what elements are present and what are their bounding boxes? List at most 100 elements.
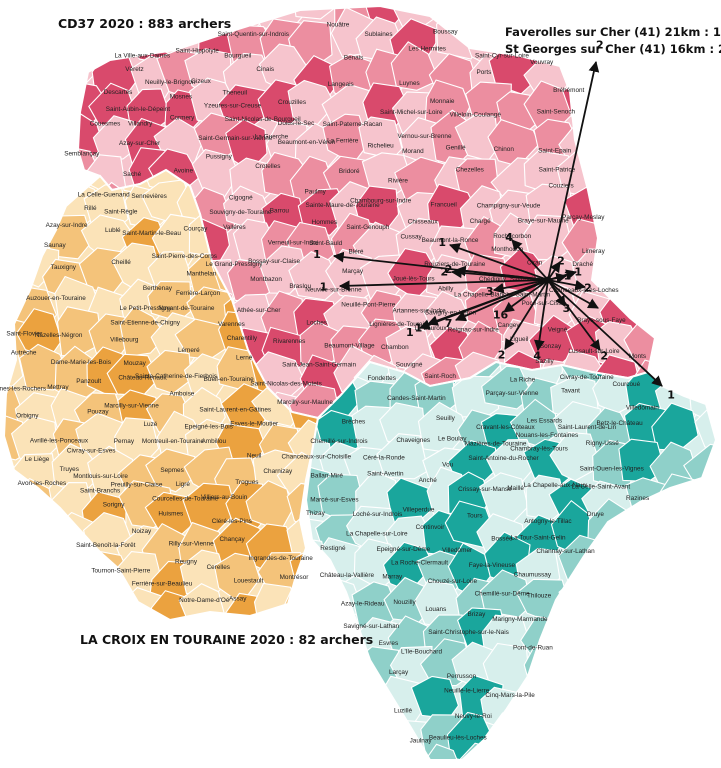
flow-count: 4 [505,231,513,244]
west-outline [2,168,320,622]
commune-label: Tournon-Saint-Pierre [91,568,150,575]
commune-label: Manthelan [186,270,216,277]
commune-cell [242,743,291,768]
commune-label: Saint-Patrice [539,167,576,174]
commune-cell [376,433,429,480]
commune-label: Crotelles [255,163,280,170]
commune-label: Cigogné [229,195,253,202]
commune-label: Sonzay [540,343,562,350]
commune-label: Neuilly-le-Brignon [145,79,196,86]
commune-cell [312,673,357,723]
commune-cell [623,321,655,371]
commune-label: Bueil-en-Touraine [204,376,255,383]
commune-label: Marcé-sur-Esves [310,497,358,504]
commune-label: Chanceaux-près-Loches [549,287,619,294]
commune-label: Continvoir [416,524,446,531]
commune-label: Nouâtre [327,21,350,28]
hub-marker [544,276,552,284]
commune-label: Saint-Germain-sur-Vienne [198,135,273,142]
la-croix-heading: LA CROIX EN TOURAINE 2020 : 82 archers [80,632,373,647]
commune-label: Souvigné [396,361,423,368]
commune-label: Ciran [527,260,543,267]
flow-count: 3 [563,302,571,315]
commune-label: Cléré-les-Pins [212,518,252,525]
commune-cell [590,713,641,760]
flow-arrow [504,279,549,350]
commune-label: Bossée [491,536,513,543]
commune-label: Luynes [399,80,420,87]
commune-cell [620,502,670,552]
flow-arrow [547,60,600,281]
commune-cell [627,220,655,266]
commune-cell [684,707,716,755]
commune-cell [686,508,716,561]
commune-label: Ingrandes-de-Touraine [249,555,314,562]
commune-label: Ports [476,69,491,76]
commune-cell [713,368,716,420]
commune-label: Saint-Senoch [537,109,576,116]
commune-cell [4,591,29,620]
commune-label: Saint-Bauld [309,240,342,247]
commune-cell [717,341,721,385]
commune-cell [24,90,74,133]
commune-cell [322,642,368,693]
commune-label: Saint-Hippolyte [176,48,220,55]
commune-cell [306,681,326,731]
commune-label: Villeperdue [403,506,435,513]
commune-label: Pocé-sur-Cisse [522,300,566,307]
commune-label: Brizay [468,611,487,618]
commune-cell [696,362,716,380]
commune-label: Brèches [342,418,365,425]
commune-label: Autrèche [11,350,37,357]
commune-label: Limeray [582,248,606,255]
commune-label: Beaumont-Village [324,343,375,350]
commune-cell [4,217,35,269]
flow-arrow [511,239,549,281]
commune-cell [288,250,341,301]
commune-label: Preuilly-sur-Claise [111,481,163,488]
commune-label: Céré-la-Ronde [363,454,405,461]
commune-cell [551,644,603,689]
commune-cell [145,448,196,493]
commune-label: Le Petit-Pressigny [120,305,173,312]
commune-label: Azay-sur-Cher [119,140,161,147]
commune-label: Savonnières [510,276,546,283]
commune-label: Benais [344,55,364,62]
commune-label: Saint-Quentin-sur-Indrois [218,31,289,38]
commune-label: Sennevières [131,193,167,200]
commune-cell [22,113,64,163]
flow-count: 1 [667,389,675,402]
commune-cell [306,639,333,692]
commune-cell [595,642,642,692]
faverolles-heading: Faverolles sur Cher (41) 21km : 1 [505,25,721,39]
commune-cell [596,159,646,202]
commune-label: Chambourg-sur-Indre [350,198,412,205]
commune-label: Villaines-les-Rochers [0,386,46,393]
commune-label: Bridoré [339,168,360,175]
commune-cell [655,672,699,724]
commune-label: Monts [629,353,646,360]
commune-label: Ballan-Miré [311,473,344,480]
commune-cell [595,87,651,138]
flow-arrow [534,279,549,352]
commune-cell [624,671,671,725]
commune-label: Semblançay [64,150,100,157]
commune-label: Chanceaux-sur-Choisille [281,454,351,461]
commune-label: Luzé [143,421,157,428]
commune-label: Azay-le-Rideau [341,601,385,608]
commune-label: Nouzilly [393,599,416,606]
commune-label: Druye [587,511,604,518]
commune-label: Saint-Ouen-les-Vignes [580,465,644,472]
commune-cell [552,604,600,656]
commune-label: Sainte-Catherine-de-Fierbois [135,373,217,380]
commune-label: Artannes-sur-Indre [392,308,446,315]
flow-count: 1 [564,270,572,283]
commune-cell [253,582,301,620]
commune-label: Montrésor [280,574,310,581]
commune-label: Perrusson [447,673,477,680]
commune-label: Saint-Michel-sur-Loire [380,109,443,116]
commune-label: Larçay [389,669,409,676]
commune-cell [697,681,716,735]
commune-label: Langeais [328,81,354,88]
